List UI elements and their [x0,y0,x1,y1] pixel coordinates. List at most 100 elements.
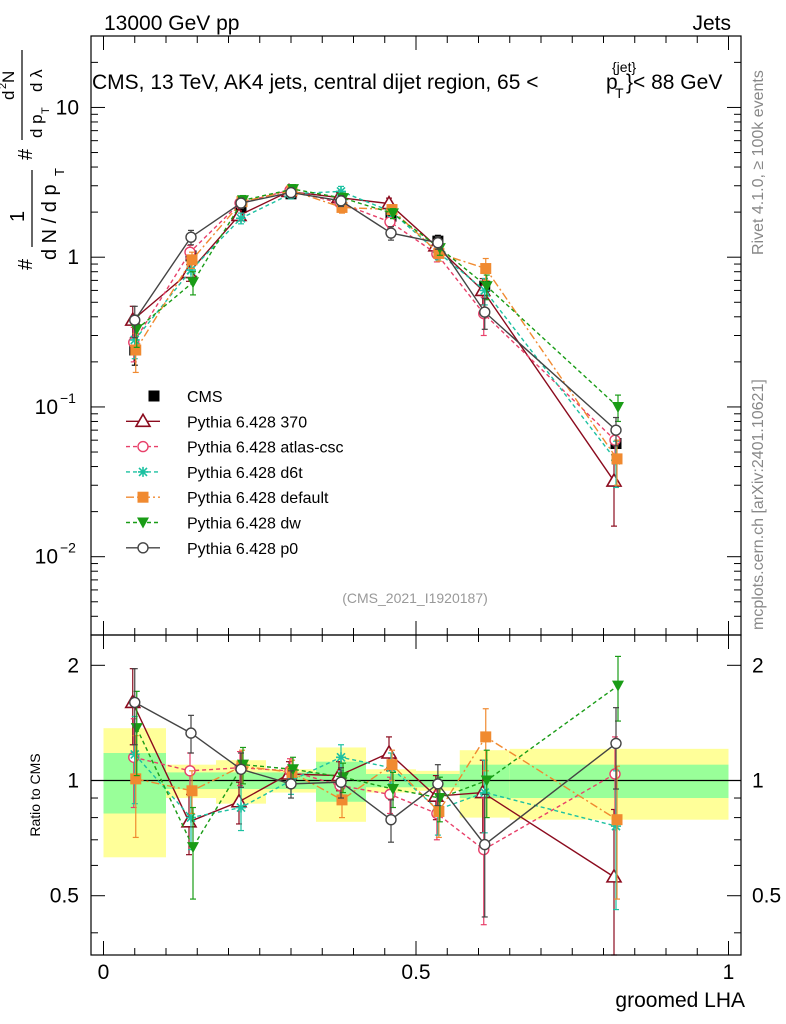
ylabel-dpt: d p [27,114,46,138]
legend-marker-1 [134,412,152,428]
ratio-point-6-3 [285,778,297,790]
series-line-1 [132,190,615,482]
main-ytick-exponent: −1 [60,390,76,406]
ratio-ytick-label-right: 0.5 [752,885,781,908]
legend-marker-2 [137,440,149,453]
main-ylabel: # 1 d N / d p T # d 2 N d p T d λ [0,50,67,270]
ratio-point-4-5 [386,759,398,771]
main-ytick-label: 10 [35,546,58,569]
point-3-2 [236,213,246,224]
ratio-point-3-4 [336,752,346,763]
ratio-point-6-8 [610,737,622,750]
ratio-point-5-7 [480,775,493,787]
ratio-ytick-label-left: 0.5 [50,885,79,908]
ratio-point-6-2 [235,763,247,775]
ylabel-hash-1: # [15,258,37,270]
mcplots-label: mcplots.cern.ch [arXiv:2401.10621] [750,379,767,630]
xtick-label: 0.5 [401,961,430,984]
title-main: CMS, 13 TeV, AK4 jets, central dijet reg… [92,71,539,94]
legend-marker-5 [137,517,149,529]
point-5-8 [612,401,624,413]
ratio-ytick-label-left: 1 [67,770,79,793]
legend-entry-0: CMS [148,389,223,406]
point-6-2 [235,197,247,209]
title-sub: T [615,85,624,101]
ratio-point-6-6 [432,778,444,790]
point-5-0 [130,324,143,336]
point-3-7 [479,285,490,296]
legend-label-6: Pythia 6.428 p0 [187,541,298,558]
legend-label-4: Pythia 6.428 default [187,490,329,507]
point-4-4 [336,201,348,213]
ratio-point-6-1 [185,727,197,739]
main-ytick-label: 1 [67,246,79,269]
watermark: (CMS_2021_I1920187) [342,590,488,606]
ratio-series-6 [129,668,622,918]
ratio-line-5 [136,685,619,849]
ylabel-sub-t-1: T [52,168,67,176]
ylabel-d2: d [0,91,18,100]
header-right: Jets [692,12,731,35]
ratio-ytick-label-right: 1 [752,770,764,793]
legend-label-2: Pythia 6.428 atlas-csc [187,440,344,457]
point-4-7 [480,263,492,275]
title-end: }< 88 GeV [626,71,722,94]
ratio-point-3-8 [611,821,621,832]
point-3-0 [129,334,140,345]
ratio-point-3-2 [236,802,246,813]
point-6-8 [610,424,622,436]
ratio-plot-series [124,655,624,956]
point-6-3 [285,186,297,199]
ratio-point-3-1 [186,812,196,823]
ratio-point-5-0 [130,723,143,735]
ratio-point-4-4 [336,794,348,806]
ylabel-one: 1 [7,211,29,222]
point-6-0 [129,314,141,326]
legend-label-3: Pythia 6.428 d6t [187,465,303,482]
main-ytick-label: 10 [35,396,58,419]
ratio-point-1-5 [380,744,398,759]
ratio-point-5-5 [387,784,399,796]
ratio-point-1-8 [605,868,623,883]
xtick-label: 1 [723,961,735,984]
ylabel-dn-dpt: d N / d p [39,184,61,260]
main-ytick-exponent: −2 [60,540,76,556]
legend-entry-5: Pythia 6.428 dw [126,516,301,533]
ylabel-sup-2: 2 [0,83,9,89]
legend-label-5: Pythia 6.428 dw [187,516,301,533]
legend-label-1: Pythia 6.428 370 [187,414,307,431]
main-plot-series [124,182,624,527]
point-3-1 [186,265,196,276]
point-4-6 [433,247,445,259]
header-left: 13000 GeV pp [104,12,239,35]
ratio-point-6-0 [129,696,141,709]
series-6 [129,186,622,447]
ratio-ytick-label-right: 2 [752,654,764,677]
legend-entry-4: Pythia 6.428 default [126,490,329,507]
legend-entry-1: Pythia 6.428 370 [126,412,307,431]
point-4-8 [611,453,623,465]
legend: CMS Pythia 6.428 370 Pythia 6.428 atlas-cs… [126,389,344,558]
ratio-point-6-5 [385,813,397,826]
point-5-7 [480,281,493,293]
point-4-1 [186,254,198,266]
legend-marker-0 [148,390,160,402]
ratio-point-3-0 [129,749,140,760]
ratio-point-6-7 [479,838,491,851]
x-axis-label: groomed LHA [615,989,745,1012]
ratio-point-5-6 [433,793,446,805]
rivet-label: Rivet 4.1.0, ≥ 100k events [750,70,767,255]
ratio-ytick-label-left: 2 [67,654,79,677]
series-line-4 [135,189,618,460]
ratio-point-5-8 [612,680,624,692]
legend-marker-3 [138,466,148,477]
point-5-1 [187,277,199,289]
point-1-8 [605,472,623,487]
title-p: p [606,71,618,94]
legend-marker-6 [137,542,149,554]
main-ytick-label: 10 [56,96,79,119]
ratio-point-5-3 [287,764,299,776]
point-6-7 [479,306,491,318]
ratio-point-4-6 [433,805,445,817]
ratio-point-4-8 [611,814,623,826]
